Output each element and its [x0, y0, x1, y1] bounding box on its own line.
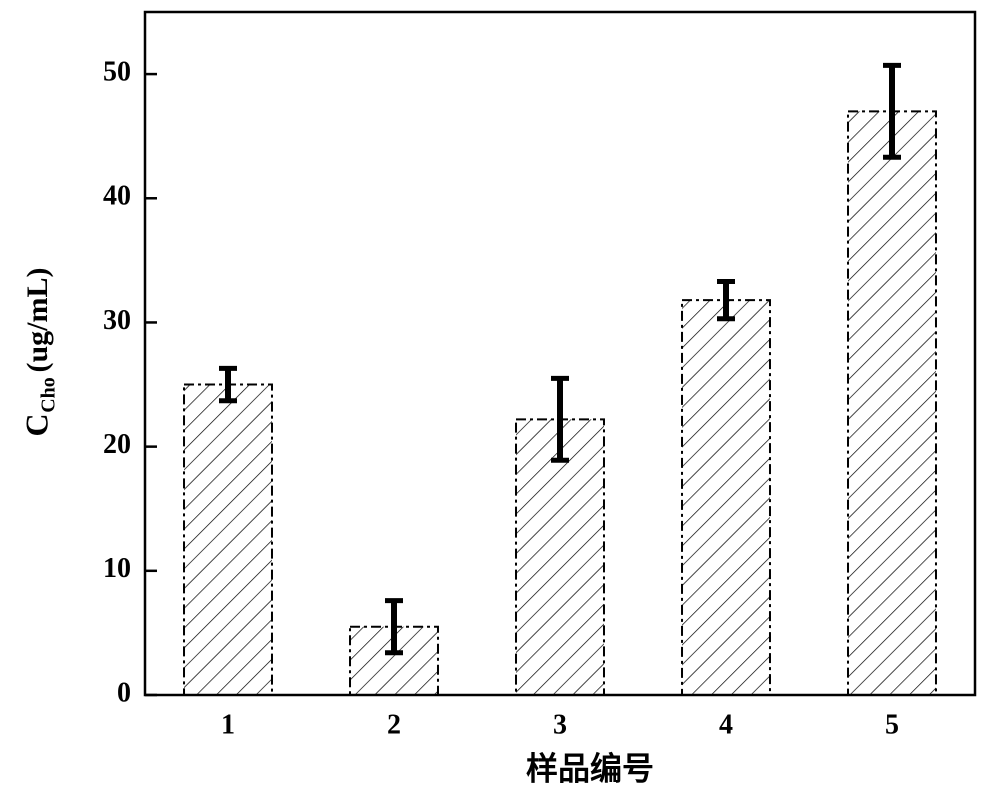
error-bar	[219, 365, 237, 404]
x-tick-label: 4	[719, 709, 733, 740]
y-tick-label: 0	[117, 677, 131, 708]
y-tick-label: 40	[103, 181, 131, 212]
error-bar	[551, 375, 569, 463]
x-axis-label: 样品编号	[526, 750, 654, 786]
y-tick-label: 50	[103, 57, 131, 88]
x-tick-label: 1	[221, 709, 235, 740]
bar	[847, 110, 937, 696]
y-axis-label: C Cho (ug/mL)	[18, 268, 59, 437]
y-label-sub: Cho	[38, 377, 60, 413]
error-bar	[717, 278, 735, 322]
y-tick-label: 20	[103, 429, 131, 460]
y-label-main: C	[18, 413, 54, 436]
error-bar	[385, 598, 403, 656]
bar	[681, 299, 771, 696]
error-bar	[883, 62, 901, 160]
x-tick-label: 5	[885, 709, 899, 740]
y-tick-label: 10	[103, 553, 131, 584]
x-tick-label: 2	[387, 709, 401, 740]
bar	[183, 383, 273, 696]
y-label-unit: (ug/mL)	[21, 268, 54, 373]
bar	[515, 418, 605, 696]
y-tick-label: 30	[103, 305, 131, 336]
x-tick-label: 3	[553, 709, 567, 740]
